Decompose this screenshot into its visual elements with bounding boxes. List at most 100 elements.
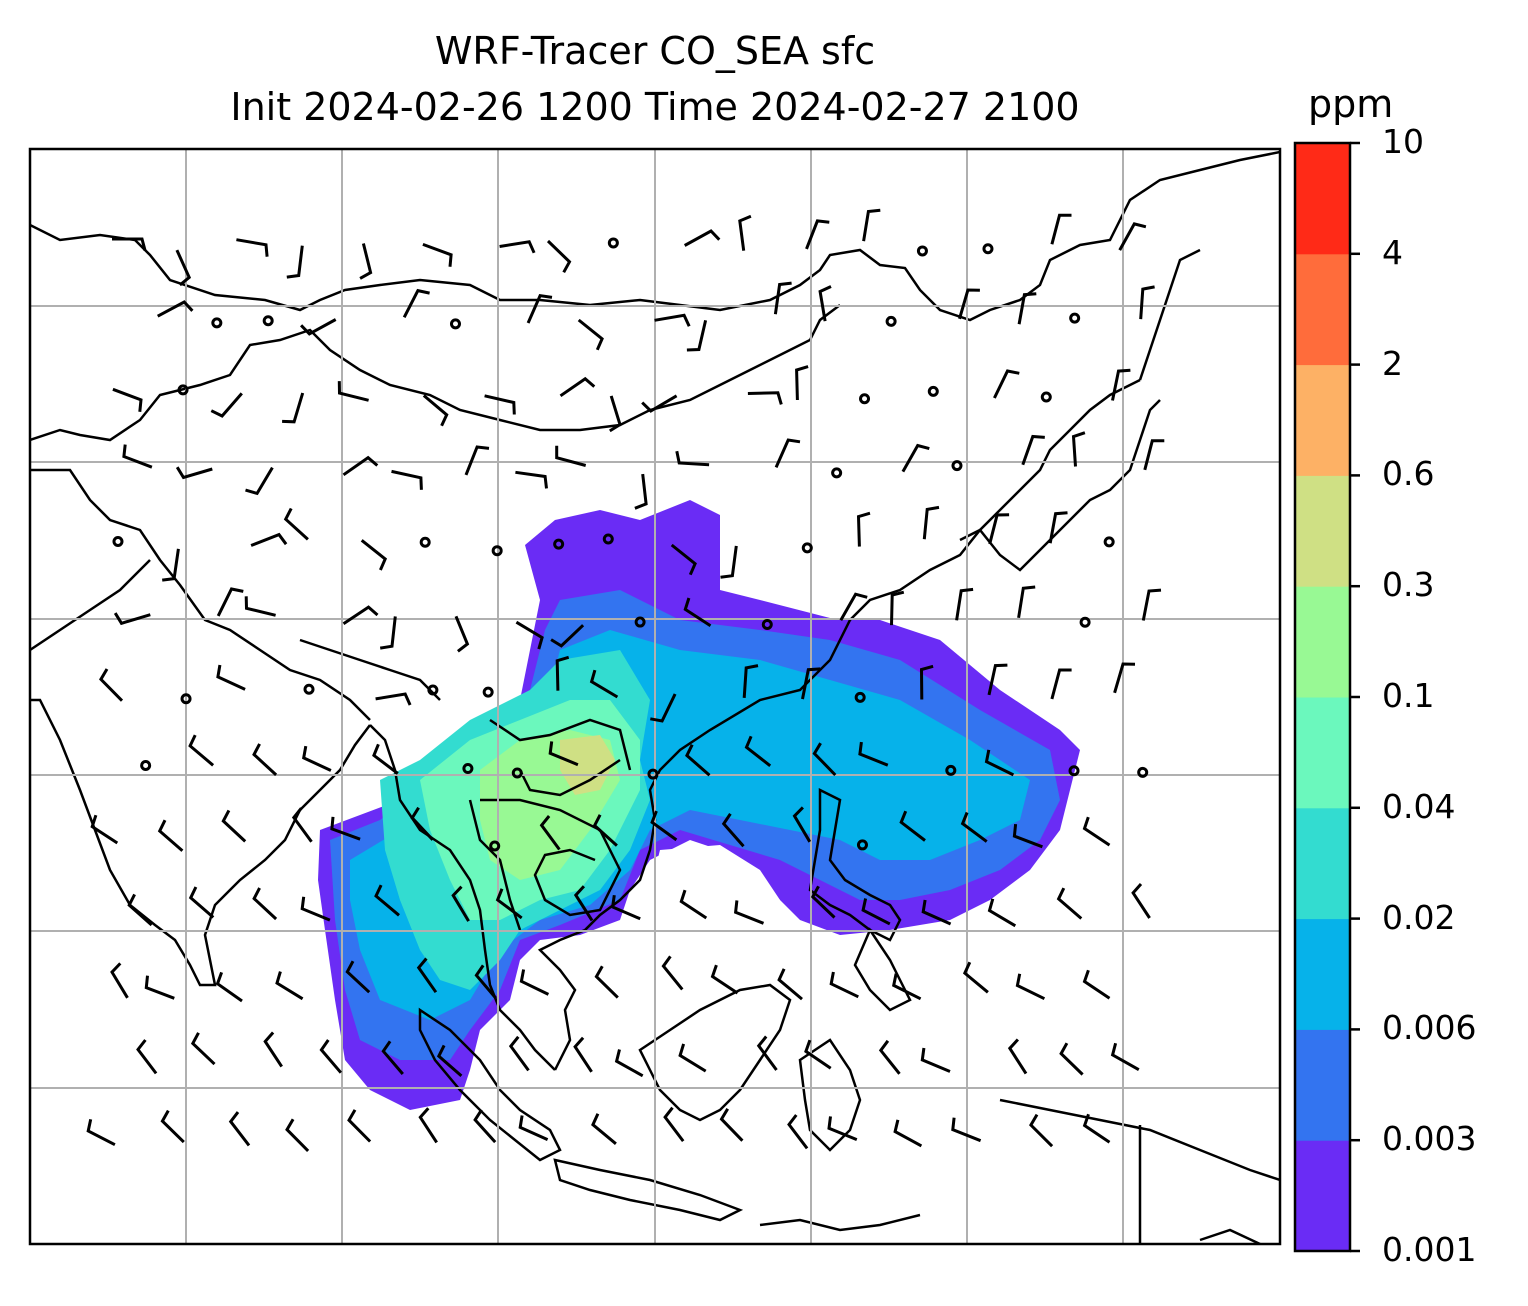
wind-barb [573, 885, 594, 922]
calm-wind-marker [951, 460, 963, 472]
wind-barb [984, 749, 1015, 777]
wind-barb [720, 545, 738, 579]
wind-barb [136, 1039, 158, 1075]
wind-barb [454, 615, 470, 653]
wind-barb [1021, 434, 1045, 466]
wind-barb [641, 394, 678, 413]
wind-barb [777, 968, 803, 1001]
wind-barb [921, 899, 952, 926]
wind-barb [1082, 816, 1111, 847]
wind-barb [127, 893, 153, 927]
wind-barb [252, 743, 278, 777]
calm-wind-marker [916, 245, 928, 257]
wind-barb [805, 219, 830, 250]
wind-barb [342, 455, 379, 477]
wind-barb [738, 214, 752, 251]
wind-barb [495, 888, 523, 920]
wind-barb [812, 742, 837, 777]
calm-wind-marker [602, 533, 614, 545]
wind-barb [1029, 1113, 1054, 1148]
wind-barb [546, 239, 572, 274]
colorbar-tick-label: 0.6 [1382, 454, 1435, 494]
calm-wind-marker [831, 467, 843, 479]
wind-barb [112, 237, 147, 251]
wind-barb [175, 249, 192, 287]
calm-wind-marker [761, 618, 773, 630]
calm-wind-marker [1103, 536, 1115, 548]
wind-barb [337, 381, 369, 402]
calm-wind-marker [1068, 765, 1080, 777]
wind-barb [286, 245, 304, 279]
wind-barb [891, 973, 922, 1001]
wind-barb [614, 1049, 644, 1078]
wind-barb [594, 965, 619, 999]
wind-barb [1082, 969, 1111, 1000]
calm-wind-marker [634, 616, 646, 628]
wind-barb [236, 238, 269, 257]
wind-barb [670, 543, 697, 576]
wind-barb [678, 1043, 707, 1073]
wind-barb [473, 1108, 497, 1144]
wind-barb [190, 1032, 216, 1066]
wind-barb [1131, 883, 1151, 919]
wind-barb [747, 391, 783, 405]
wind-barb [774, 438, 801, 469]
wind-barb [675, 450, 710, 467]
wind-barb [559, 376, 596, 398]
calm-wind-marker [859, 393, 871, 405]
wind-barb [856, 511, 871, 547]
wind-barb [422, 394, 449, 427]
wind-barb [962, 961, 989, 994]
wind-barb [291, 807, 313, 843]
calm-wind-marker [553, 538, 565, 550]
colorbar-tick-label: 10 [1382, 122, 1424, 161]
wind-barb [920, 1047, 951, 1073]
wind-barb [360, 539, 388, 571]
wind-barb [573, 1036, 593, 1073]
wind-barb [1015, 973, 1046, 1001]
wind-barb [499, 240, 536, 254]
wind-barb [379, 616, 397, 650]
colorbar-band [1295, 364, 1350, 476]
wind-barb [112, 387, 143, 412]
wind-barb [829, 971, 859, 999]
calm-wind-marker [449, 318, 461, 330]
wind-barb [250, 532, 288, 547]
calm-wind-marker [511, 767, 523, 779]
wind-barb [591, 1113, 617, 1145]
wind-barb [518, 1115, 549, 1141]
wind-barb [372, 743, 399, 775]
wind-barb [663, 1106, 685, 1143]
wind-barb [519, 969, 550, 996]
wind-barb [993, 369, 1020, 399]
wind-barb [283, 507, 309, 541]
calm-wind-marker [856, 839, 868, 851]
wind-barb [436, 1044, 463, 1078]
wind-barb [162, 548, 180, 582]
wind-barb [1113, 662, 1136, 694]
wind-barb [86, 1118, 116, 1147]
wind-barb [719, 1108, 744, 1142]
map-title: WRF-Tracer CO_SEA sfc [434, 29, 876, 73]
wind-barb [347, 1109, 372, 1143]
calm-wind-marker [1137, 766, 1149, 778]
wind-barb [733, 900, 765, 925]
colorbar-unit-label: ppm [1308, 82, 1394, 126]
colorbar-tick-label: 0.02 [1382, 897, 1456, 937]
colorbar-tick-label: 0.04 [1382, 786, 1456, 826]
wind-barbs [86, 208, 1165, 1152]
wind-barb [634, 473, 648, 510]
wind-barb [988, 513, 1010, 545]
calm-wind-marker [607, 237, 619, 249]
wind-barb [410, 806, 434, 841]
colorbar-tick-label: 0.006 [1382, 1008, 1477, 1048]
wind-barb [422, 242, 453, 267]
map-subtitle: Init 2024-02-26 1200 Time 2024-02-27 210… [230, 85, 1080, 129]
wind-barb [818, 285, 832, 322]
calm-wind-marker [927, 385, 939, 397]
colorbar-band [1295, 253, 1350, 366]
wind-barb [216, 664, 246, 691]
wind-barb [878, 1039, 901, 1075]
wind-barb [1071, 431, 1086, 467]
